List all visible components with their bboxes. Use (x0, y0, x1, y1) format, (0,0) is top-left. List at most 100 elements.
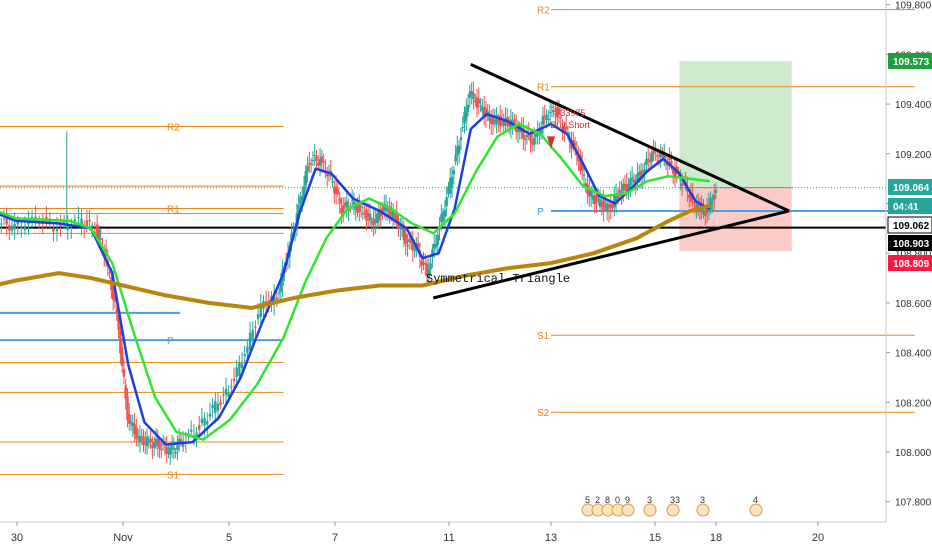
candle-body (115, 309, 118, 314)
candle-body (434, 244, 438, 248)
candle-body (358, 204, 361, 212)
candle-body (468, 91, 472, 98)
candle-body (652, 150, 655, 154)
candle-body (648, 159, 652, 163)
event-flag-icon (696, 503, 710, 517)
candle-body (627, 183, 630, 189)
price-tag-box (888, 198, 932, 214)
candle-body (219, 402, 222, 405)
candle-body (80, 218, 83, 226)
candle-body (573, 143, 577, 146)
candle-body (368, 213, 372, 221)
candle-body (650, 153, 653, 162)
candle-body (680, 183, 684, 186)
candle-body (454, 154, 457, 162)
candle-body (459, 137, 463, 141)
candle-body (466, 104, 470, 113)
candle-body (605, 203, 609, 212)
candle-body (372, 218, 375, 226)
candle-body (325, 174, 329, 177)
candle-body (97, 229, 101, 239)
candle-body (340, 208, 343, 214)
pivot-label-r1: R1 (167, 204, 180, 215)
candle-body (345, 201, 349, 208)
candle-body (457, 145, 461, 154)
candle-body (557, 108, 561, 115)
candle-body (85, 220, 89, 228)
candle-body (440, 214, 443, 223)
candle-body (317, 163, 320, 166)
series-gold-slow-ma (0, 204, 711, 310)
candle-body (113, 293, 117, 302)
candle-body (77, 217, 80, 219)
candle-body (379, 212, 382, 217)
candle-body (248, 332, 252, 351)
candle-body (709, 197, 712, 211)
event-marker-label: 2 (595, 495, 600, 505)
candle-body (301, 195, 304, 201)
candle-body (559, 116, 563, 118)
candle-body (206, 421, 209, 425)
candle-body (308, 162, 311, 164)
event-marker-label: 4 (753, 495, 758, 505)
candle-body (491, 115, 495, 125)
candle-body (224, 388, 228, 395)
candle-body (623, 184, 627, 188)
time-axis-tick-label: 30 (11, 532, 23, 544)
candle-body (618, 189, 621, 193)
candle-body (395, 211, 398, 222)
candle-body (216, 403, 220, 411)
candle-body (95, 224, 99, 239)
event-flag-icon (643, 503, 657, 517)
candle-body (611, 206, 614, 208)
candle-body (425, 264, 429, 276)
candle-body (136, 435, 140, 437)
candle-body (447, 186, 450, 194)
candle-body (593, 196, 596, 205)
candle-body (356, 207, 359, 213)
candle-body (670, 161, 673, 165)
candle-body (222, 394, 225, 396)
candle-body (108, 272, 111, 274)
candle-body (318, 159, 322, 166)
candle-body (135, 426, 138, 440)
candle-body (322, 161, 325, 163)
candle-body (16, 222, 19, 225)
price-tag-box (888, 255, 932, 271)
candle-body (657, 159, 661, 161)
candle-body (243, 354, 246, 356)
price-tag-box (888, 235, 932, 251)
candle-body (482, 106, 486, 117)
price-tag-label: 04:41 (893, 202, 919, 213)
candle-body (156, 438, 159, 447)
candle-body (352, 201, 356, 206)
candle-body (420, 260, 423, 266)
candle-body (256, 314, 260, 319)
candle-body (299, 196, 302, 204)
triangle-lower-trendline (432, 209, 790, 300)
candle-body (432, 243, 436, 249)
candle-body (532, 137, 536, 146)
candle-body (664, 163, 668, 165)
candle-body (704, 212, 707, 216)
candle-body (673, 168, 677, 177)
time-axis-tick-label: 7 (332, 532, 338, 544)
candle-body (579, 155, 582, 171)
candle-body (384, 205, 388, 212)
candle-body (595, 194, 598, 203)
candle-body (671, 169, 675, 174)
candle-body (602, 200, 605, 211)
candle-body (525, 135, 529, 138)
candle-body (550, 106, 554, 108)
price-tag-box (888, 53, 932, 69)
event-flag-icon (621, 503, 635, 517)
candle-body (23, 227, 27, 230)
candle-body (502, 119, 505, 126)
candle-body (190, 429, 193, 432)
candle-body (507, 121, 511, 127)
candle-body (361, 212, 365, 215)
time-axis-tick-label: 15 (649, 532, 661, 544)
candle-body (449, 178, 452, 194)
candle-body (117, 314, 120, 330)
